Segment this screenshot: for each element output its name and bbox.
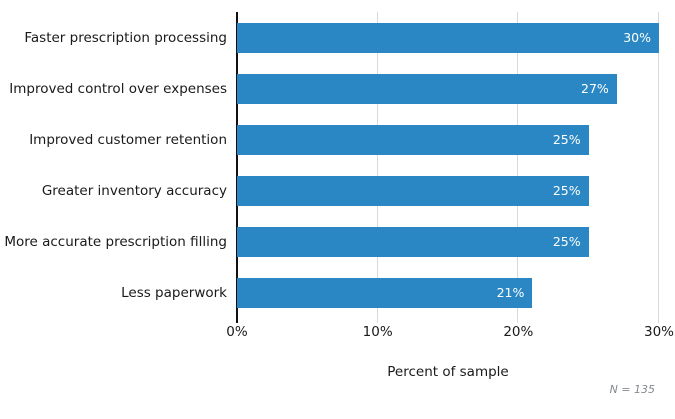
bar: 25% xyxy=(237,226,589,257)
bar-row: Less paperwork 21% xyxy=(0,267,659,318)
gridline xyxy=(658,12,659,323)
category-label: Faster prescription processing xyxy=(24,29,227,46)
bar-value-label: 25% xyxy=(552,183,581,198)
bar-rows: Faster prescription processing 30% Impro… xyxy=(0,12,659,318)
gridline xyxy=(517,12,519,323)
bar-value-label: 25% xyxy=(552,234,581,249)
bar-row: Improved customer retention 25% xyxy=(0,114,659,165)
gridlines-layer xyxy=(237,12,659,323)
gridline xyxy=(376,12,378,323)
bar-value-label: 21% xyxy=(496,285,525,300)
bar: 25% xyxy=(237,175,589,206)
x-tick-label: 20% xyxy=(503,324,534,340)
bar-track: 30% xyxy=(237,22,659,53)
x-axis-title: Percent of sample xyxy=(387,364,509,380)
bar: 30% xyxy=(237,22,659,53)
x-axis-ticks: 0% 10% 20% 30% xyxy=(0,324,675,342)
category-label: Improved control over expenses xyxy=(9,80,227,97)
sample-size-note: N = 135 xyxy=(609,383,655,396)
bar-track: 27% xyxy=(237,73,659,104)
bar-row: Faster prescription processing 30% xyxy=(0,12,659,63)
x-tick-label: 10% xyxy=(362,324,393,340)
bar-value-label: 27% xyxy=(581,81,609,96)
bar-track: 25% xyxy=(237,226,659,257)
bar-value-label: 25% xyxy=(552,132,581,147)
bar-track: 21% xyxy=(237,277,659,308)
bar: 25% xyxy=(237,124,589,155)
bar-track: 25% xyxy=(237,124,659,155)
bar-track: 25% xyxy=(237,175,659,206)
category-label: More accurate prescription filling xyxy=(4,233,227,250)
bar-value-label: 30% xyxy=(623,30,651,45)
category-label: Improved customer retention xyxy=(29,131,227,148)
category-label: Greater inventory accuracy xyxy=(41,182,227,199)
bar-row: Greater inventory accuracy 25% xyxy=(0,165,659,216)
bar-row: Improved control over expenses 27% xyxy=(0,63,659,114)
x-tick-label: 0% xyxy=(226,324,248,340)
bar: 27% xyxy=(237,73,617,104)
bar: 21% xyxy=(237,277,533,308)
category-label: Less paperwork xyxy=(121,284,227,301)
y-axis-spine xyxy=(236,12,238,323)
x-tick-label: 30% xyxy=(643,324,675,340)
bar-row: More accurate prescription filling 25% xyxy=(0,216,659,267)
